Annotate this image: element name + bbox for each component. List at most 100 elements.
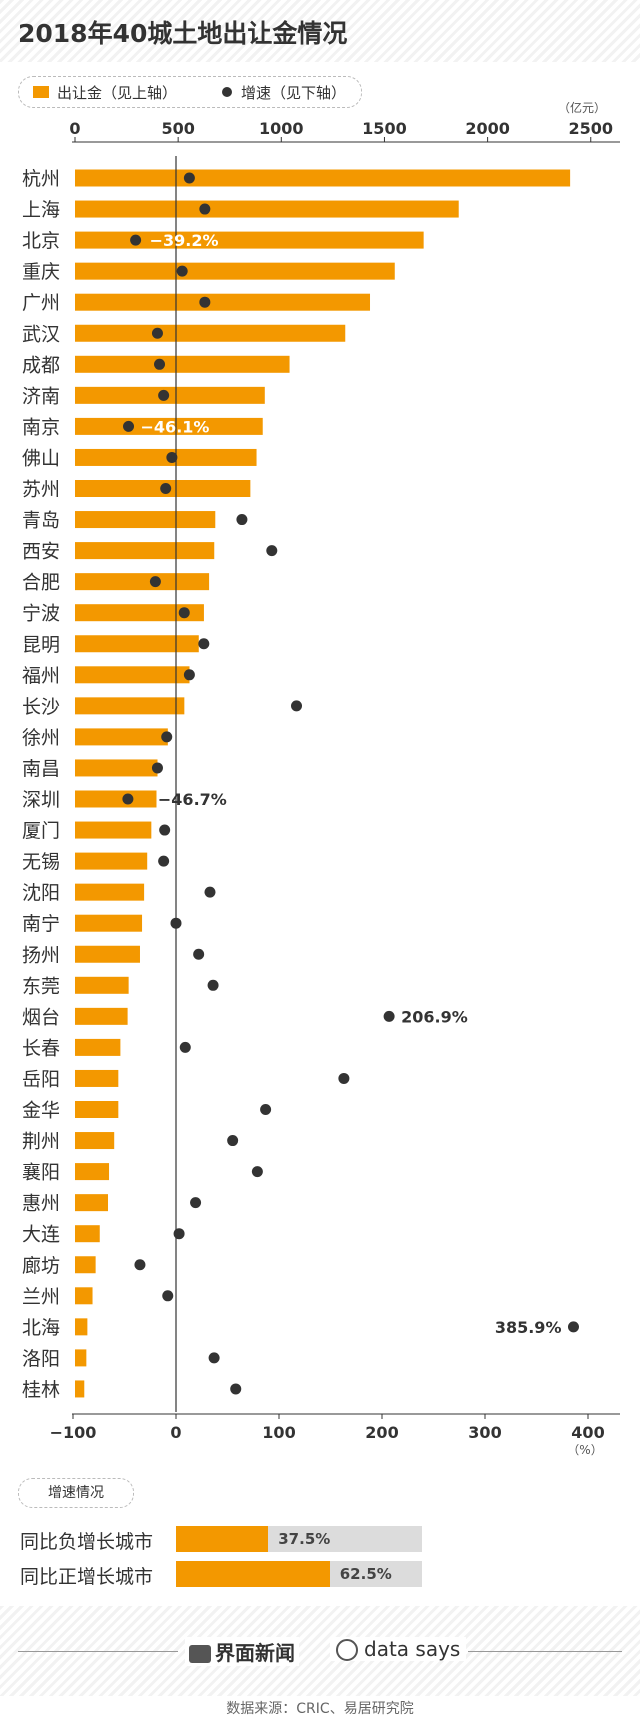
land-revenue-bar (75, 542, 215, 560)
land-revenue-bar (75, 200, 459, 218)
title-band (0, 0, 640, 62)
top-axis-tick-label: 1500 (362, 119, 407, 138)
growth-dot (183, 669, 195, 681)
bottom-axis-tick-label: −100 (50, 1423, 97, 1442)
top-axis-tick-label: 500 (161, 119, 194, 138)
top-axis-tick-label: 0 (69, 119, 80, 138)
growth-annotation: 206.9% (401, 1007, 468, 1026)
city-label: 杭州 (22, 168, 60, 190)
bottom-axis-unit: （%） (567, 1443, 602, 1457)
growth-dot (198, 638, 210, 650)
land-revenue-bar (75, 231, 424, 249)
growth-dot (178, 607, 190, 619)
land-revenue-bar (75, 417, 263, 435)
growth-annotation: −39.2% (150, 231, 219, 250)
land-revenue-bar (75, 262, 395, 280)
datasays-logo-icon (336, 1639, 358, 1661)
land-revenue-bar (75, 293, 371, 311)
bottom-axis-tick-label: 200 (365, 1423, 398, 1442)
growth-dot (158, 389, 170, 401)
growth-dot (151, 762, 163, 774)
dot-legend-label: 增速（见下轴） (241, 84, 347, 102)
city-label: 徐州 (22, 727, 60, 749)
growth-dot (207, 979, 219, 991)
city-label: 南宁 (22, 913, 60, 935)
land-revenue-bar (75, 1380, 85, 1398)
land-revenue-bar (75, 1318, 88, 1336)
city-label: 苏州 (22, 479, 60, 501)
land-revenue-bar (75, 169, 571, 187)
land-revenue-bar (75, 852, 148, 870)
growth-dot (199, 296, 211, 308)
land-revenue-bar (75, 1132, 115, 1150)
growth-dot (158, 855, 170, 867)
bottom-axis-tick-label: 100 (262, 1423, 295, 1442)
city-label: 金华 (22, 1100, 60, 1122)
growth-dot (260, 1104, 272, 1115)
city-label: 武汉 (22, 323, 60, 345)
land-revenue-bar (75, 1038, 121, 1056)
growth-dot (170, 917, 182, 929)
growth-dot (122, 793, 134, 805)
land-revenue-bar (75, 511, 216, 529)
top-axis-tick-label: 1000 (259, 119, 304, 138)
top-axis-tick-label: 2500 (568, 119, 613, 138)
land-revenue-bar (75, 790, 157, 808)
land-revenue-bar (75, 1287, 93, 1305)
growth-dot (183, 172, 195, 184)
bar-dot-chart: 0 500 1000 1500 2000 2500（亿元）杭州上海北京重庆广州武汉成都济南… (22, 100, 620, 1457)
growth-dot (179, 1041, 191, 1053)
growth-dot (173, 1228, 185, 1240)
land-revenue-bar (75, 1225, 100, 1243)
city-label: 荆州 (22, 1131, 60, 1153)
growth-dot (230, 1383, 242, 1395)
growth-row-label: 同比负增长城市 (20, 1531, 154, 1553)
bottom-axis-tick-label: 400 (571, 1423, 604, 1442)
growth-dot (176, 265, 188, 277)
growth-dot (236, 514, 248, 526)
growth-dot (227, 1135, 239, 1147)
city-label: 襄阳 (22, 1162, 60, 1184)
city-label: 成都 (22, 354, 60, 376)
city-label: 佛山 (22, 447, 60, 469)
growth-dot (160, 483, 172, 494)
growth-dot (159, 824, 171, 836)
city-label: 大连 (22, 1224, 60, 1246)
land-revenue-bar (75, 1163, 110, 1181)
growth-dot (190, 1197, 202, 1209)
city-label: 合肥 (22, 572, 60, 594)
data-source-note: 数据来源：CRIC、易居研究院 (226, 1701, 414, 1717)
jiemian-logo: 界面新闻 (185, 1637, 299, 1666)
city-label: 厦门 (22, 820, 60, 842)
growth-fill (176, 1561, 330, 1587)
growth-dot (338, 1072, 350, 1084)
footer-divider-right (468, 1651, 622, 1652)
bar-legend-swatch (33, 86, 49, 98)
growth-annotation: −46.1% (141, 417, 210, 436)
growth-dot (154, 358, 166, 370)
growth-fill (176, 1526, 269, 1552)
growth-dot (383, 1010, 395, 1022)
land-revenue-bar (75, 1256, 96, 1274)
land-revenue-bar (75, 1349, 87, 1367)
land-revenue-bar (75, 573, 210, 591)
bar-legend-label: 出让金（见上轴） (57, 84, 178, 102)
land-revenue-bar (75, 1101, 119, 1118)
land-revenue-bar (75, 883, 145, 901)
city-label: 扬州 (22, 944, 60, 966)
land-revenue-bar (75, 914, 143, 932)
growth-dot (266, 545, 278, 557)
city-label: 深圳 (22, 789, 60, 811)
growth-dot (161, 731, 173, 743)
city-label: 惠州 (22, 1193, 60, 1215)
city-label: 沈阳 (22, 882, 60, 904)
growth-summary-title: 增速情况 (18, 1478, 134, 1508)
land-revenue-bar (75, 945, 140, 963)
chart-title: 2018年40城土地出让金情况 (18, 19, 348, 48)
city-label: 桂林 (22, 1379, 60, 1401)
growth-row-label: 同比正增长城市 (20, 1566, 154, 1588)
city-label: 岳阳 (22, 1068, 60, 1090)
growth-dot (251, 1166, 263, 1178)
land-revenue-bar (75, 604, 204, 622)
city-label: 宁波 (22, 603, 60, 625)
